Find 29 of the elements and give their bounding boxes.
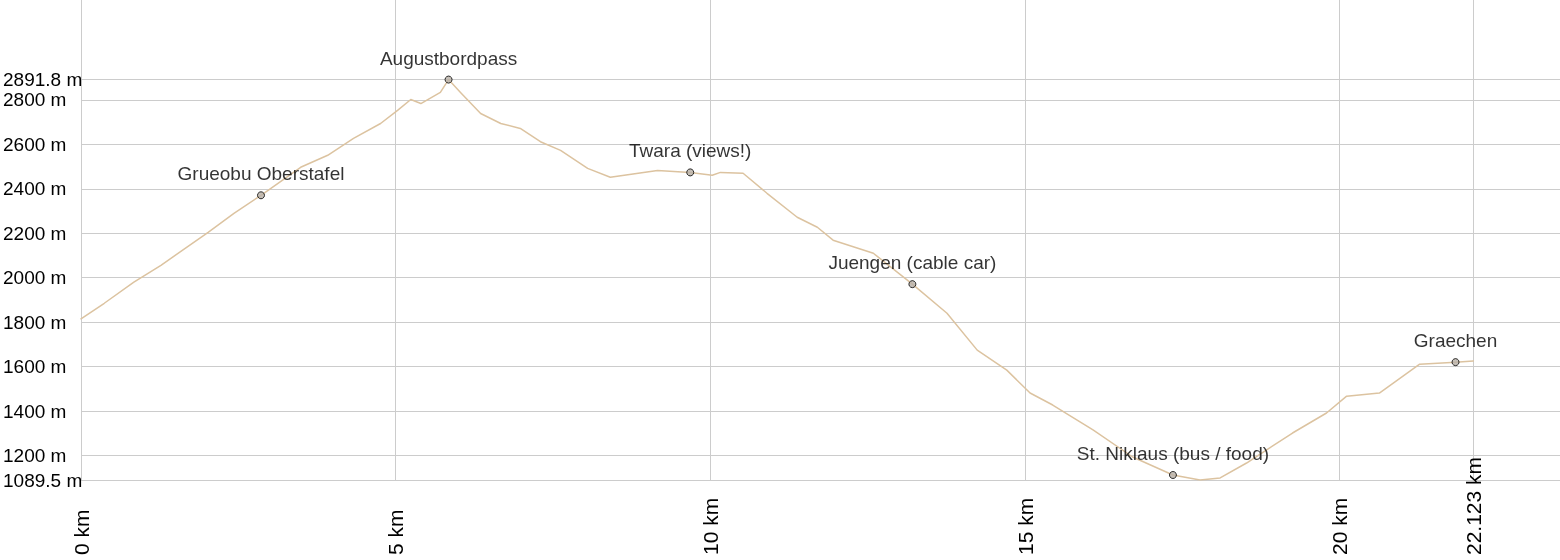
point [1168, 471, 1177, 479]
y-tick-label: 2600 m [3, 133, 67, 155]
annotation: Grueobu Oberstafel [177, 163, 345, 185]
x-tick-label: 22.123 km [1461, 456, 1485, 555]
y-tick-label: 2400 m [3, 178, 67, 200]
y-tick-label: 1200 m [3, 444, 67, 466]
annotation: Twara (views!) [628, 140, 752, 162]
point [1451, 358, 1460, 367]
annotation: Juengen (cable car) [828, 252, 997, 274]
y-tick-label: 2891.8 m [3, 69, 83, 91]
y-tick-label: 1600 m [3, 356, 67, 378]
annotation: St. Niklaus (bus / food) [1076, 443, 1270, 464]
y-tick-label: 1800 m [3, 311, 67, 333]
x-tick-label: 20 km [1328, 497, 1352, 555]
y-tick-label: 2800 m [3, 89, 67, 111]
x-tick-label: 10 km [698, 497, 722, 555]
point [686, 168, 695, 177]
x-tick-label: 15 km [1013, 497, 1037, 555]
point [444, 75, 453, 84]
y-tick-label: 2200 m [3, 222, 67, 244]
y-tick-label: 2000 m [3, 267, 67, 289]
x-tick-label: 0 km [69, 509, 93, 555]
y-tick-label: 1400 m [3, 400, 67, 422]
point [257, 191, 265, 200]
annotation: Graechen [1413, 330, 1498, 352]
x-tick-label: 5 km [384, 509, 408, 555]
point [908, 280, 917, 289]
y-tick-label: 1089.5 m [3, 469, 83, 491]
annotation: Augustbordpass [379, 47, 518, 69]
